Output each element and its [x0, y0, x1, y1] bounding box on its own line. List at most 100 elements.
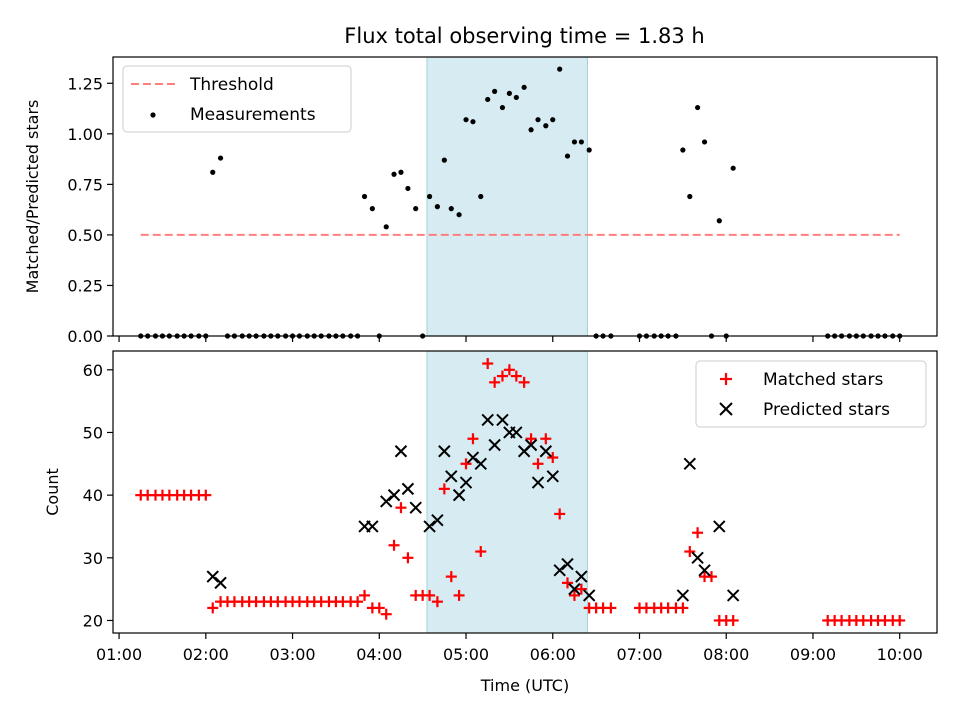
measurement-point — [413, 206, 419, 212]
matched-star-point — [482, 358, 494, 370]
measurement-point — [361, 193, 368, 200]
matched-star-point — [352, 596, 364, 608]
top-y-tick-label: 0.00 — [67, 327, 103, 346]
legend-predicted-swatch — [719, 402, 733, 416]
predicted-star-point — [366, 520, 379, 533]
top-y-tick-label: 0.50 — [67, 226, 103, 245]
predicted-star-point — [561, 557, 574, 571]
predicted-star-point — [546, 470, 559, 483]
measurement-point — [478, 193, 484, 200]
predicted-star-point — [582, 589, 596, 602]
measurement-point — [398, 169, 404, 175]
measurement-point — [434, 204, 440, 210]
bottom-x-tick-label: 08:00 — [703, 645, 749, 664]
predicted-star-point — [431, 513, 444, 527]
measurement-point — [680, 147, 686, 153]
predicted-star-point — [409, 501, 422, 514]
matched-star-point — [373, 602, 385, 614]
predicted-star-point — [553, 564, 566, 577]
measurement-point — [586, 147, 592, 153]
predicted-stars-series — [206, 413, 740, 602]
predicted-star-point — [380, 495, 393, 508]
top-y-axis: 0.00 0.25 0.50 0.75 1.00 1.25 — [67, 74, 113, 346]
top-panel: 0.00 0.25 0.50 0.75 1.00 1.25 Matched/Predict… — [23, 56, 938, 346]
measurement-point — [578, 139, 584, 145]
matched-star-point — [547, 452, 559, 464]
measurement-point — [506, 90, 512, 96]
bottom-x-tick-label: 01:00 — [96, 645, 142, 664]
measurement-point — [391, 171, 397, 177]
top-y-tick-label: 1.00 — [67, 125, 103, 144]
predicted-star-point — [488, 438, 501, 452]
bottom-x-tick-label: 03:00 — [269, 645, 315, 664]
measurement-point — [695, 104, 701, 111]
matched-star-point — [359, 589, 371, 601]
measurement-point — [456, 212, 462, 218]
bottom-y-axis-label: Count — [43, 468, 62, 516]
bottom-x-tick-label: 09:00 — [790, 645, 836, 664]
measurement-point — [528, 127, 534, 133]
predicted-star-point — [466, 451, 480, 464]
predicted-star-point — [698, 564, 711, 577]
predicted-star-point — [423, 520, 436, 533]
top-chart-title: Flux total observing time = 1.83 h — [344, 24, 704, 48]
matched-star-point — [402, 552, 414, 564]
measurement-point — [405, 185, 411, 192]
bottom-y-tick-label: 30 — [83, 549, 103, 568]
matched-star-point — [894, 614, 906, 626]
matched-star-point — [380, 608, 392, 620]
matched-star-point — [489, 376, 501, 388]
matched-star-point — [424, 589, 436, 601]
predicted-star-point — [510, 426, 523, 439]
measurement-point — [564, 153, 571, 159]
top-y-tick-label: 1.25 — [67, 74, 103, 93]
matched-star-point — [200, 489, 212, 501]
top-legend-box — [122, 65, 352, 133]
measurement-point — [463, 117, 469, 123]
predicted-star-point — [214, 576, 227, 590]
predicted-star-point — [539, 445, 553, 458]
measurement-point — [441, 157, 447, 163]
matched-star-point — [692, 527, 704, 539]
predicted-star-point — [691, 551, 704, 565]
measurement-point — [730, 165, 736, 171]
legend-measurements-swatch — [150, 112, 156, 118]
measurement-point — [716, 218, 722, 224]
measurement-point — [535, 117, 541, 123]
measurement-point — [492, 88, 498, 94]
matched-star-point — [554, 508, 566, 520]
matched-star-point — [453, 589, 465, 601]
predicted-star-point — [531, 476, 545, 489]
measurement-point — [210, 169, 216, 175]
matched-star-point — [475, 546, 487, 558]
matched-star-point — [496, 370, 508, 382]
measurements-series — [138, 66, 903, 339]
measurement-point — [217, 155, 224, 161]
predicted-star-point — [524, 438, 538, 452]
matched-star-point — [467, 433, 479, 445]
measurement-point — [543, 123, 549, 129]
matched-star-point — [525, 433, 537, 445]
matched-star-point — [460, 458, 472, 470]
predicted-star-point — [401, 482, 415, 496]
bottom-x-tick-label: 10:00 — [877, 645, 923, 664]
top-axes-frame — [112, 56, 938, 337]
matched-star-point — [568, 589, 580, 601]
matched-star-point — [510, 370, 522, 382]
measurement-point — [701, 139, 708, 145]
top-y-tick-label: 0.75 — [67, 175, 103, 194]
bottom-x-tick-label: 07:00 — [616, 645, 662, 664]
matched-stars-series — [135, 358, 906, 626]
predicted-star-point — [575, 570, 588, 583]
measurement-point — [448, 206, 454, 212]
matched-star-point — [207, 602, 219, 614]
matched-star-point — [445, 571, 457, 583]
predicted-star-point — [438, 445, 451, 458]
top-y-axis-label: Matched/Predicted stars — [23, 100, 42, 294]
matched-star-point — [684, 546, 696, 558]
legend-predicted-label: Predicted stars — [763, 400, 890, 420]
bottom-x-tick-label: 06:00 — [530, 645, 576, 664]
predicted-star-point — [459, 476, 473, 489]
bottom-panel: 20 30 40 50 60 01:00 02:00 03:00 04:00 05:00 06:0… — [43, 350, 938, 695]
legend-threshold-label: Threshold — [189, 75, 274, 95]
